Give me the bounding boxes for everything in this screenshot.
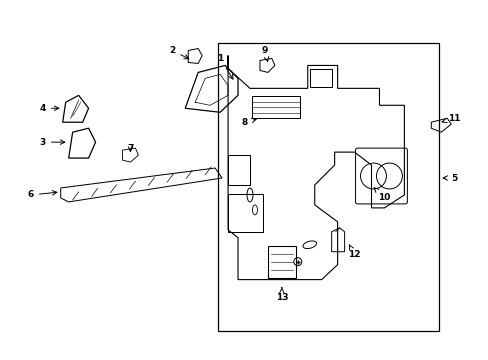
Bar (267, 246, 295, 278)
Text: 3: 3 (40, 138, 65, 147)
Text: 10: 10 (373, 188, 390, 202)
Bar (309, 69, 331, 87)
Text: 8: 8 (242, 118, 256, 127)
Bar (227, 194, 263, 232)
Text: 11: 11 (441, 114, 460, 123)
Text: 1: 1 (217, 54, 232, 79)
Text: 7: 7 (127, 144, 133, 153)
Text: 9: 9 (261, 46, 268, 62)
Text: 6: 6 (28, 190, 57, 199)
Text: 12: 12 (347, 245, 360, 259)
Bar (218, 42, 438, 332)
Text: 4: 4 (40, 104, 59, 113)
Bar (227, 155, 249, 185)
Text: 5: 5 (442, 174, 456, 183)
Text: 2: 2 (169, 46, 188, 59)
Text: 13: 13 (275, 288, 287, 302)
Bar (251, 96, 299, 118)
